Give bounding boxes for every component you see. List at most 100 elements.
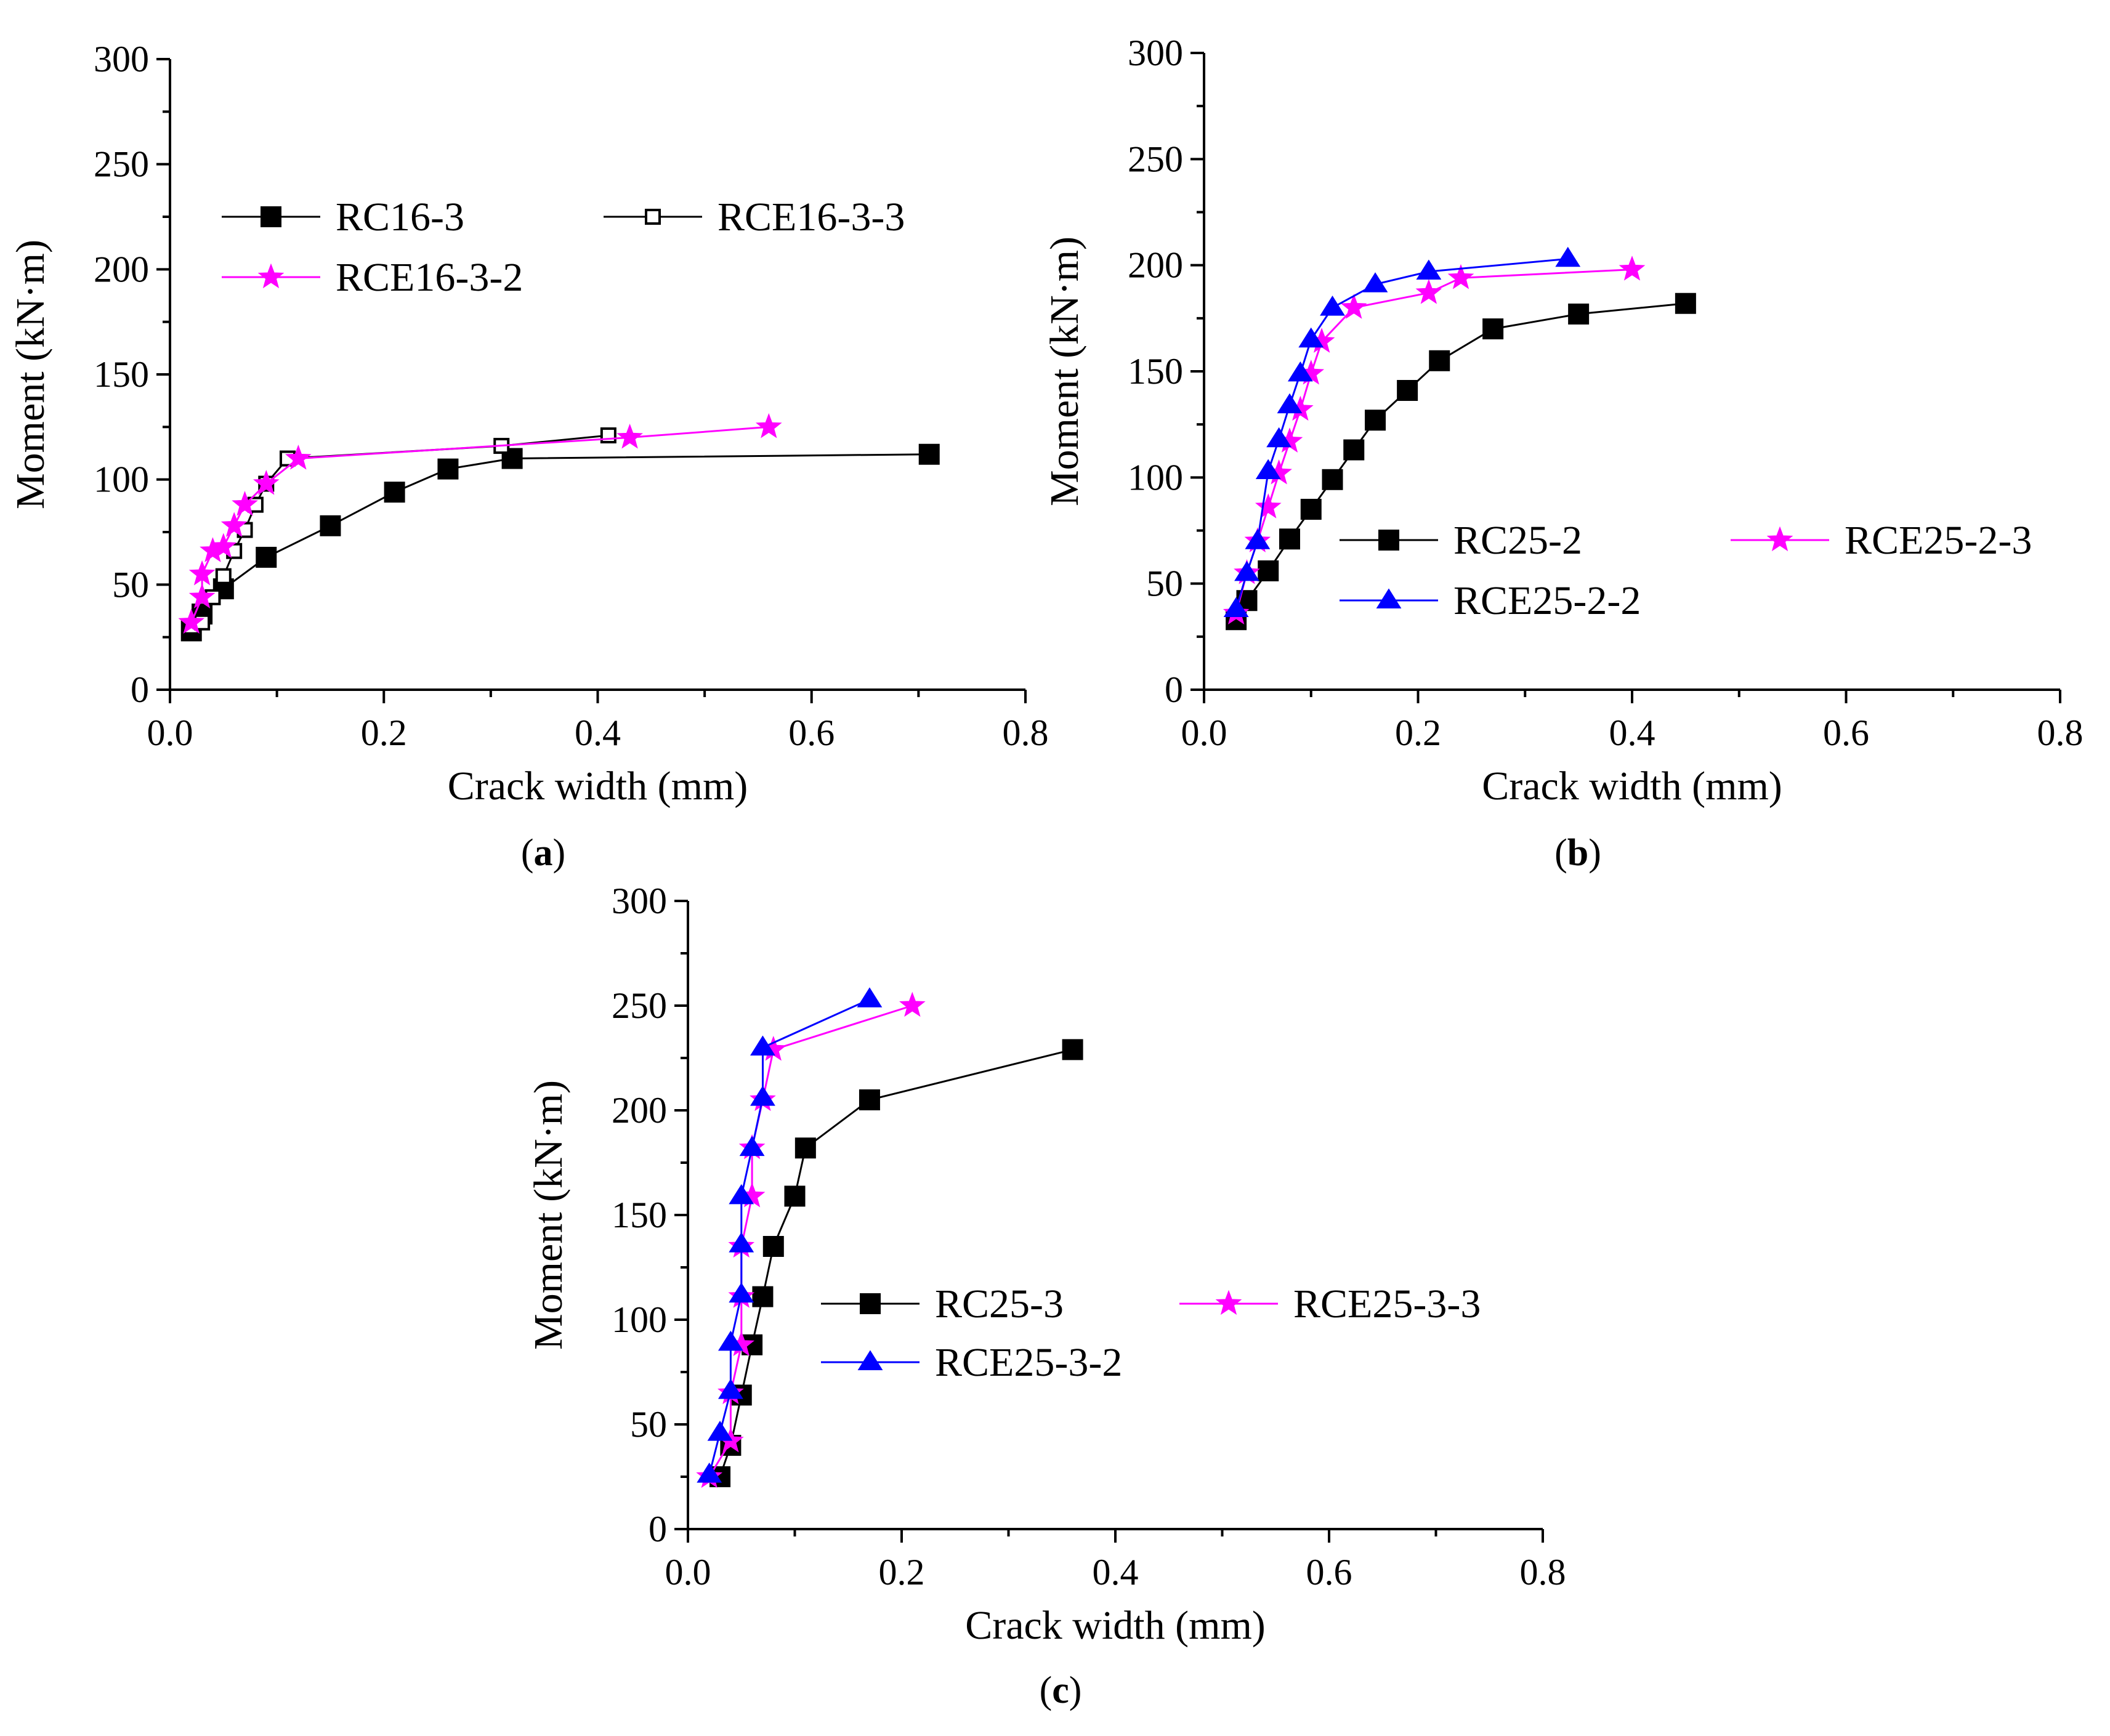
data-point: [857, 987, 883, 1007]
y-tick-label: 250: [94, 144, 149, 185]
x-tick-label: 0.6: [788, 713, 835, 753]
legend-entry: RCE16-3-3: [604, 195, 905, 240]
legend-entry: RCE25-3-2: [821, 1340, 1122, 1385]
series-RCE16-3-2: [178, 413, 782, 634]
data-point: [616, 423, 643, 449]
data-point: [1223, 597, 1249, 617]
data-point: [1555, 246, 1581, 267]
x-tick-label: 0.8: [1003, 713, 1049, 753]
legend-label: RC16-3: [336, 195, 464, 240]
y-axis-title: Moment (kN·m): [526, 1080, 571, 1350]
legend-entry: RC25-2: [1340, 518, 1582, 563]
panel-label-open: (: [1040, 1669, 1053, 1711]
data-point: [253, 470, 280, 495]
series-line: [191, 434, 609, 628]
data-point: [232, 491, 258, 516]
data-point: [1258, 560, 1279, 581]
y-axis-title: Moment (kN·m): [8, 240, 53, 509]
panel-label-open: (: [1554, 832, 1567, 874]
data-point: [178, 608, 205, 634]
data-point: [1340, 294, 1367, 319]
data-point: [320, 515, 341, 536]
panel-label-letter: a: [534, 832, 553, 874]
data-point: [1568, 303, 1590, 325]
legend-label: RCE25-2-2: [1453, 578, 1641, 623]
data-point: [750, 1086, 775, 1106]
data-point: [1343, 439, 1365, 461]
y-axis-title: Moment (kN·m): [1042, 236, 1087, 506]
legend-marker: [257, 263, 285, 289]
chart-panel-b: 0 50 100 150 200 250 300 0.0 0.2 0.4 0.6 0.8 Crack w…: [1042, 33, 2084, 874]
data-point: [762, 1236, 784, 1257]
x-tick-label: 0.4: [1093, 1552, 1139, 1593]
legend-entry: RC25-3: [821, 1282, 1064, 1326]
y-tick-label: 250: [1128, 139, 1183, 179]
legend-entry: RCE25-2-3: [1731, 518, 2032, 563]
panel-label-close: ): [1588, 832, 1601, 874]
y-tick-label: 300: [94, 39, 149, 79]
data-point: [1429, 350, 1450, 371]
panel-label-letter: c: [1052, 1669, 1069, 1711]
data-point: [717, 1379, 743, 1399]
y-tick-label: 0: [649, 1509, 667, 1549]
data-point: [215, 568, 232, 584]
data-point: [750, 1035, 775, 1056]
x-tick-label: 0.4: [575, 713, 621, 753]
x-axis-title: Crack width (mm): [448, 764, 748, 809]
data-point: [1255, 459, 1281, 479]
y-tick-label: 100: [612, 1299, 667, 1340]
panel-label-close: ): [1069, 1669, 1082, 1711]
data-point: [755, 413, 782, 438]
x-tick-label: 0.0: [147, 713, 193, 753]
y-tick-label: 300: [1128, 33, 1183, 73]
legend-entry: RCE25-2-2: [1340, 578, 1641, 623]
data-point: [1322, 469, 1343, 490]
series-line: [190, 453, 929, 632]
x-axis-title: Crack width (mm): [1482, 764, 1782, 809]
series-line: [719, 1048, 1073, 1477]
y-tick-label: 0: [131, 669, 149, 710]
panel-label: (c): [1040, 1669, 1082, 1711]
y-tick-label: 50: [630, 1404, 667, 1445]
x-tick-label: 0.4: [1609, 713, 1655, 753]
data-point: [285, 445, 312, 470]
legend-entry: RCE25-3-3: [1179, 1282, 1481, 1326]
data-point: [899, 991, 926, 1017]
x-tick-label: 0.6: [1823, 713, 1869, 753]
data-point: [1619, 256, 1646, 281]
data-point: [1447, 264, 1474, 289]
legend-entry: RC16-3: [222, 195, 464, 240]
legend-label: RCE16-3-2: [336, 255, 523, 300]
data-point: [794, 1137, 816, 1159]
panel-label-letter: b: [1567, 832, 1588, 874]
legend-label: RC25-3: [935, 1282, 1064, 1326]
chart-panel-a: 0 50 100 150 200 250 300 0.0 0.2 0.4 0.6 0.8 Crack w…: [8, 39, 1049, 874]
data-point: [729, 1282, 754, 1303]
x-tick-label: 0.8: [1520, 1552, 1566, 1593]
data-point: [1365, 410, 1386, 431]
data-point: [188, 560, 216, 586]
x-tick-label: 0.6: [1306, 1552, 1352, 1593]
series-RCE25-2-2: [1223, 246, 1581, 617]
panel-label: (a): [521, 832, 565, 874]
data-point: [1482, 318, 1504, 340]
data-point: [1279, 528, 1300, 550]
data-point: [600, 427, 616, 443]
legend-marker: [1215, 1290, 1242, 1315]
y-tick-label: 50: [1146, 563, 1183, 604]
data-point: [384, 482, 405, 503]
data-point: [220, 512, 248, 537]
series-RCE16-3-3: [183, 427, 616, 635]
legend-marker: [860, 1293, 881, 1314]
data-point: [188, 583, 216, 608]
legend-marker: [857, 1350, 883, 1370]
legend-label: RC25-2: [1453, 518, 1582, 563]
data-point: [1416, 259, 1442, 280]
data-point: [210, 533, 237, 559]
legend-marker: [1378, 530, 1399, 551]
y-tick-label: 150: [94, 354, 149, 395]
data-point: [1287, 361, 1313, 382]
y-tick-label: 200: [612, 1090, 667, 1131]
legend-label: RCE25-2-3: [1845, 518, 2032, 563]
